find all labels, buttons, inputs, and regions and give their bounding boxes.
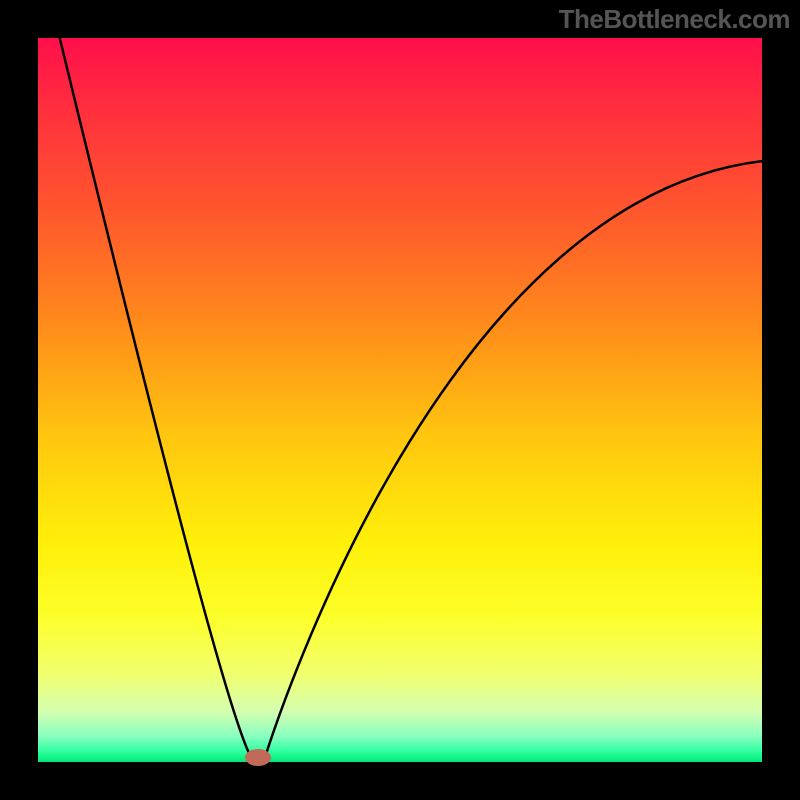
bottleneck-curve	[38, 38, 762, 762]
chart-frame: TheBottleneck.com	[0, 0, 800, 800]
curve-left-branch	[60, 38, 252, 758]
optimal-point-marker	[245, 749, 271, 766]
plot-area	[38, 38, 762, 762]
watermark-text: TheBottleneck.com	[559, 4, 790, 35]
curve-right-branch	[265, 161, 762, 758]
